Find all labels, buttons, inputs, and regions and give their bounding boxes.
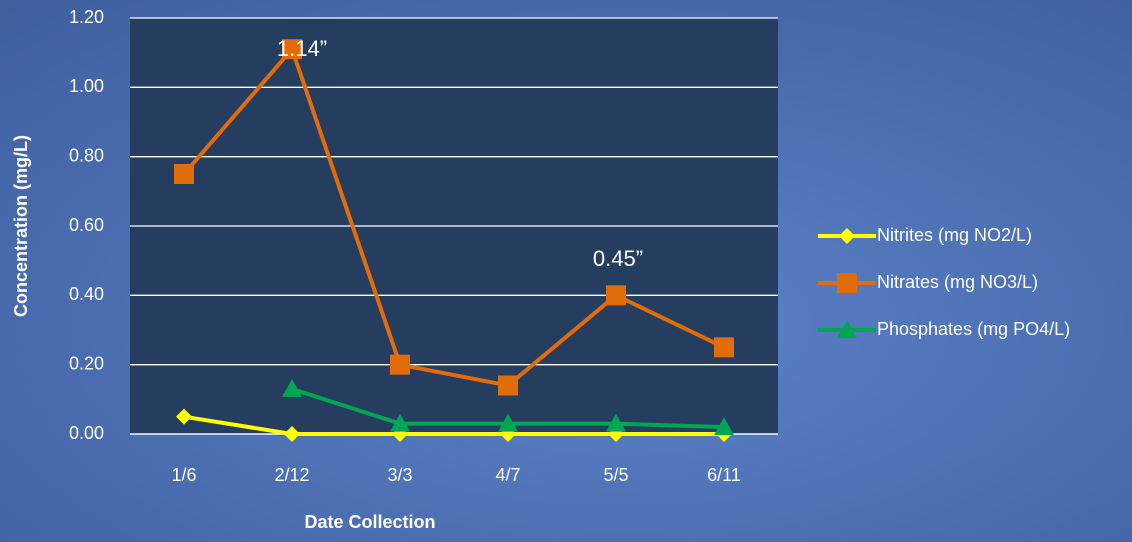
x-tick-label: 5/5 <box>603 465 628 485</box>
legend-marker <box>839 228 855 244</box>
y-tick-label: 1.00 <box>69 76 104 96</box>
marker <box>714 337 734 358</box>
marker <box>174 164 194 184</box>
x-tick-label: 1/6 <box>171 465 196 485</box>
lines <box>174 39 734 442</box>
marker <box>176 408 192 425</box>
y-tick-label: 0.80 <box>69 145 104 165</box>
marker <box>606 413 626 432</box>
y-tick-label: 0.40 <box>69 284 104 304</box>
marker <box>498 375 518 396</box>
x-tick-label: 2/12 <box>274 465 309 485</box>
y-axis-title: Concentration (mg/L) <box>11 135 31 317</box>
x-tick-label: 3/3 <box>387 465 412 485</box>
marker <box>390 413 410 432</box>
y-tick-label: 1.20 <box>69 7 104 27</box>
y-tick-label: 0.20 <box>69 353 104 373</box>
legend-marker <box>837 320 857 338</box>
annotation: 0.45” <box>593 246 643 271</box>
x-tick-label: 6/11 <box>707 465 741 485</box>
marker <box>390 354 410 375</box>
marker <box>282 378 302 397</box>
marker <box>498 413 518 432</box>
series-line <box>183 414 724 436</box>
marker <box>606 285 626 306</box>
x-tick-label: 4/7 <box>495 465 520 485</box>
x-axis-title: Date Collection <box>304 512 435 532</box>
marker <box>714 417 734 436</box>
y-tick-label: 0.60 <box>69 215 104 235</box>
legend-label: Nitrates (mg NO3/L) <box>877 272 1038 292</box>
marker <box>284 426 300 442</box>
legend-label: Phosphates (mg PO4/L) <box>877 319 1070 339</box>
legend-label: Nitrites (mg NO2/L) <box>877 225 1032 245</box>
legend-marker <box>837 273 857 293</box>
y-tick-label: 0.00 <box>69 423 104 443</box>
marker <box>282 39 302 60</box>
annotation: 1.14” <box>277 36 327 61</box>
series-line <box>182 47 725 388</box>
